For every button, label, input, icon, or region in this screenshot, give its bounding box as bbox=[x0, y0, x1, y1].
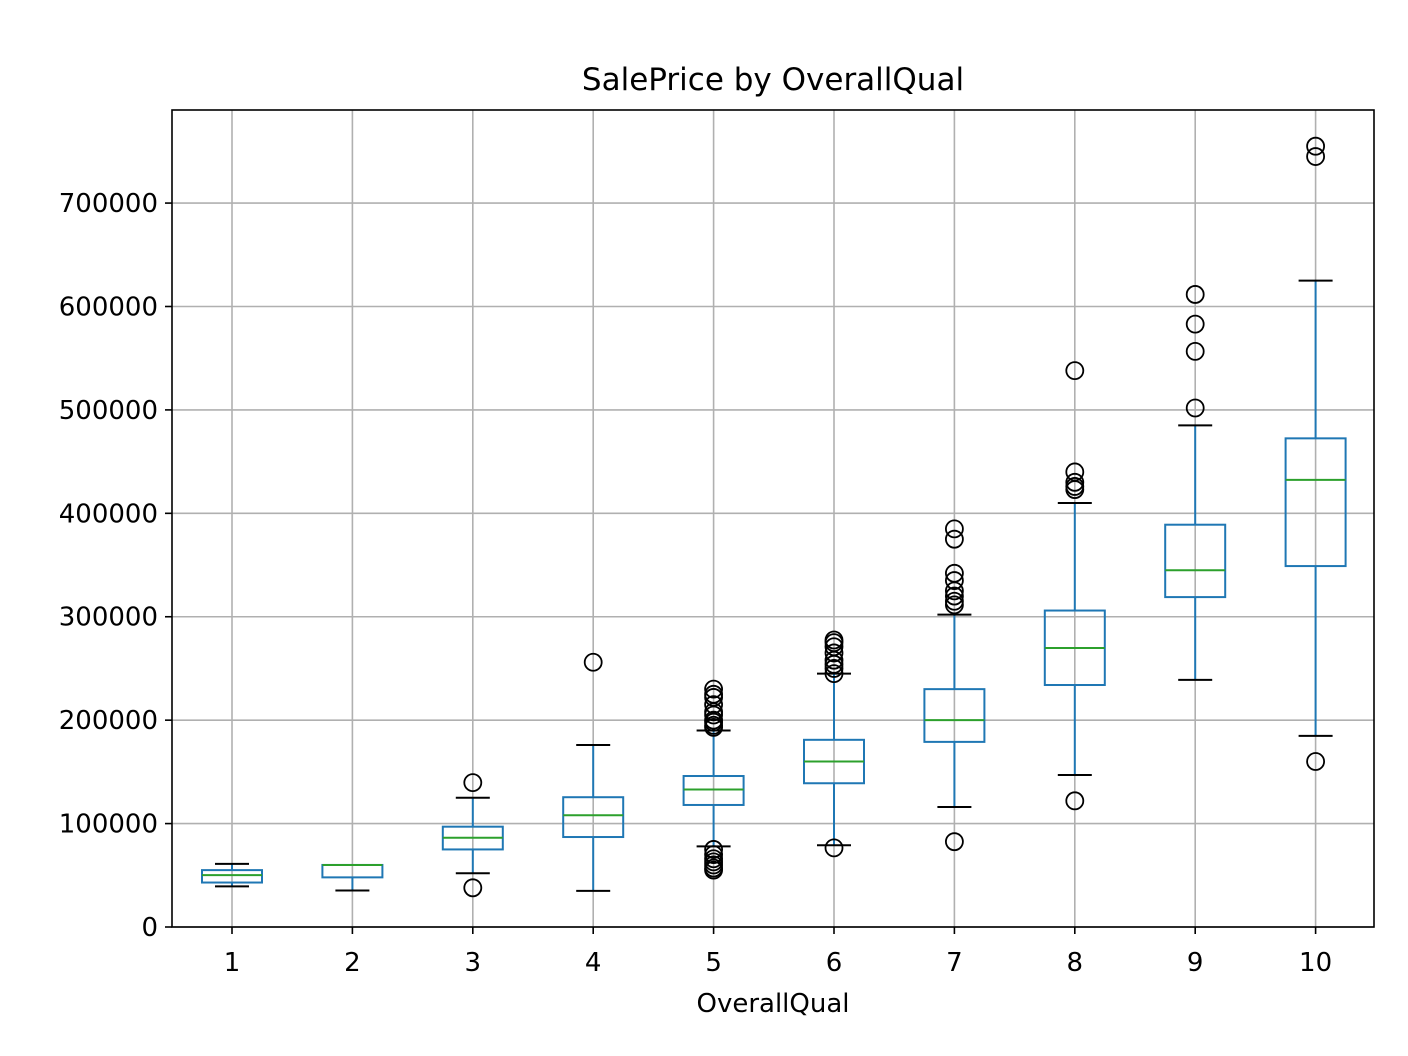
outlier-point bbox=[704, 705, 723, 725]
outlier-point bbox=[945, 529, 964, 549]
outlier-point bbox=[945, 519, 964, 539]
outlier-point bbox=[704, 718, 723, 737]
outlier-point bbox=[824, 659, 844, 678]
outlier-point bbox=[824, 654, 844, 674]
box-group bbox=[321, 863, 384, 892]
outlier-point bbox=[1306, 136, 1325, 156]
y-tick-label: 300000 bbox=[59, 603, 158, 633]
outlier-point bbox=[1306, 147, 1325, 166]
box-group bbox=[923, 519, 986, 852]
box-iqr bbox=[923, 688, 986, 743]
outlier-point bbox=[1185, 398, 1205, 418]
y-tick-label: 400000 bbox=[59, 499, 158, 529]
box-group bbox=[1164, 285, 1227, 681]
x-tick-label: 5 bbox=[705, 948, 722, 978]
outlier-point bbox=[945, 581, 964, 601]
x-tick-label: 8 bbox=[1067, 948, 1084, 978]
outlier-point bbox=[704, 679, 723, 699]
outlier-point bbox=[824, 650, 844, 670]
y-tick-label: 500000 bbox=[59, 396, 158, 426]
box-group bbox=[562, 652, 625, 892]
box-iqr bbox=[1164, 523, 1227, 599]
box-group bbox=[201, 862, 263, 888]
x-tick-label: 4 bbox=[585, 948, 602, 978]
x-tick-label: 2 bbox=[344, 948, 361, 978]
outlier-point bbox=[945, 571, 964, 590]
grid-lines bbox=[172, 110, 1374, 928]
y-tick-label: 100000 bbox=[59, 810, 158, 840]
x-tick-label: 7 bbox=[946, 948, 963, 978]
box-iqr bbox=[562, 796, 625, 839]
outlier-point bbox=[704, 845, 723, 865]
outlier-point bbox=[824, 643, 844, 663]
axis-ticks: 0 100000 200000 300000 400000 500000 600000 700… bbox=[59, 189, 1332, 978]
outlier-point bbox=[1185, 341, 1205, 361]
box-iqr bbox=[682, 775, 745, 806]
box-group bbox=[682, 679, 745, 880]
outlier-point bbox=[1185, 314, 1205, 334]
outlier-point bbox=[463, 773, 483, 793]
outlier-point bbox=[824, 664, 844, 684]
outlier-point bbox=[463, 878, 483, 898]
box-group bbox=[441, 773, 504, 898]
x-tick-label: 9 bbox=[1187, 948, 1204, 978]
x-tick-label: 10 bbox=[1299, 948, 1332, 978]
y-tick-label: 700000 bbox=[59, 189, 158, 219]
outlier-point bbox=[945, 595, 964, 615]
box-group bbox=[1284, 136, 1347, 771]
x-axis-label: OverallQual bbox=[696, 989, 849, 1019]
outlier-point bbox=[1306, 752, 1325, 771]
x-tick-label: 3 bbox=[465, 948, 482, 978]
x-tick-label: 1 bbox=[224, 948, 241, 978]
outlier-point bbox=[1065, 480, 1085, 499]
outlier-point bbox=[945, 586, 964, 606]
outlier-point bbox=[1065, 791, 1085, 811]
outlier-point bbox=[704, 860, 723, 880]
y-tick-label: 600000 bbox=[59, 292, 158, 322]
outlier-point bbox=[824, 838, 844, 858]
chart-title: SalePrice by OverallQual bbox=[582, 62, 964, 98]
y-tick-label: 0 bbox=[141, 913, 158, 943]
box-group bbox=[1043, 361, 1106, 811]
y-tick-label: 200000 bbox=[59, 706, 158, 736]
x-tick-label: 6 bbox=[826, 948, 843, 978]
box-iqr bbox=[201, 869, 263, 884]
box-iqr bbox=[1284, 437, 1347, 568]
outlier-point bbox=[704, 840, 723, 859]
box-series bbox=[201, 136, 1347, 898]
outlier-point bbox=[1065, 361, 1085, 381]
outlier-point bbox=[1065, 472, 1085, 492]
axes-frame bbox=[171, 109, 1375, 928]
outlier-point bbox=[583, 652, 603, 672]
box-group bbox=[803, 630, 865, 858]
outlier-point bbox=[945, 832, 964, 852]
outlier-point bbox=[1185, 285, 1205, 304]
